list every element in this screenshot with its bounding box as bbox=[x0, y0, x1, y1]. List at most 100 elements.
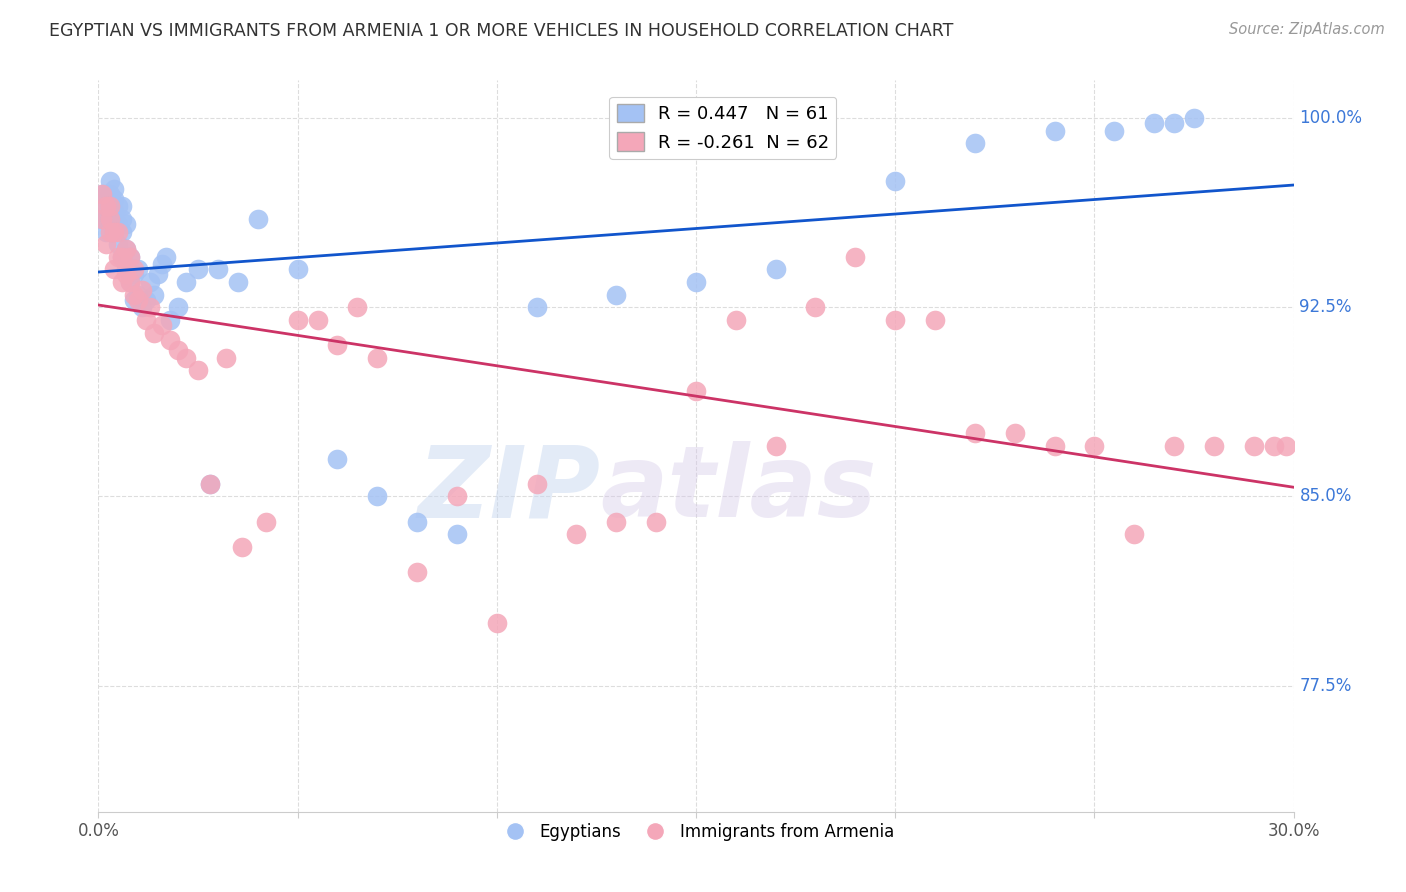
Point bbox=[124, 268, 146, 282]
Point bbox=[127, 293, 149, 307]
Point bbox=[1123, 527, 1146, 541]
Point bbox=[844, 250, 866, 264]
Point bbox=[91, 186, 114, 201]
Text: Source: ZipAtlas.com: Source: ZipAtlas.com bbox=[1229, 22, 1385, 37]
Point bbox=[124, 293, 146, 307]
Point bbox=[131, 283, 153, 297]
Point bbox=[96, 237, 118, 252]
Legend: Egyptians, Immigrants from Armenia: Egyptians, Immigrants from Armenia bbox=[491, 816, 901, 847]
Point bbox=[115, 242, 138, 256]
Point bbox=[226, 275, 249, 289]
Point bbox=[307, 313, 329, 327]
Point bbox=[120, 250, 142, 264]
Point bbox=[107, 217, 129, 231]
Point bbox=[406, 515, 429, 529]
Point bbox=[884, 313, 907, 327]
Point bbox=[159, 313, 181, 327]
Point bbox=[1043, 439, 1066, 453]
Point bbox=[139, 275, 162, 289]
Point bbox=[231, 540, 253, 554]
Point bbox=[526, 476, 548, 491]
Point bbox=[96, 199, 118, 213]
Point bbox=[115, 268, 138, 282]
Point bbox=[91, 212, 114, 227]
Point bbox=[685, 275, 707, 289]
Point bbox=[645, 515, 668, 529]
Point bbox=[107, 237, 129, 252]
Point bbox=[605, 515, 627, 529]
Point bbox=[103, 192, 125, 206]
Point bbox=[174, 351, 197, 365]
Point bbox=[605, 287, 627, 301]
Point bbox=[98, 212, 122, 227]
Point bbox=[884, 174, 907, 188]
Point bbox=[98, 199, 122, 213]
Point bbox=[215, 351, 238, 365]
Point bbox=[98, 199, 122, 213]
Point bbox=[174, 275, 197, 289]
Point bbox=[526, 300, 548, 314]
Point bbox=[1274, 439, 1296, 453]
Point bbox=[1043, 124, 1066, 138]
Point bbox=[115, 242, 138, 256]
Point bbox=[111, 212, 134, 227]
Point bbox=[98, 225, 122, 239]
Point bbox=[765, 262, 787, 277]
Point bbox=[1143, 116, 1166, 130]
Point bbox=[124, 262, 146, 277]
Point bbox=[724, 313, 747, 327]
Point bbox=[963, 426, 986, 441]
Point bbox=[1202, 439, 1225, 453]
Point bbox=[111, 250, 134, 264]
Point bbox=[96, 225, 118, 239]
Text: EGYPTIAN VS IMMIGRANTS FROM ARMENIA 1 OR MORE VEHICLES IN HOUSEHOLD CORRELATION : EGYPTIAN VS IMMIGRANTS FROM ARMENIA 1 OR… bbox=[49, 22, 953, 40]
Point bbox=[111, 225, 134, 239]
Point bbox=[366, 490, 388, 504]
Point bbox=[159, 333, 181, 347]
Text: 77.5%: 77.5% bbox=[1299, 677, 1353, 695]
Point bbox=[198, 476, 221, 491]
Point bbox=[120, 275, 142, 289]
Point bbox=[98, 212, 122, 227]
Point bbox=[107, 199, 129, 213]
Point bbox=[167, 343, 190, 358]
Point bbox=[924, 313, 946, 327]
Point bbox=[96, 199, 118, 213]
Point bbox=[124, 287, 146, 301]
Point bbox=[963, 136, 986, 151]
Point bbox=[326, 451, 349, 466]
Point bbox=[246, 212, 269, 227]
Point bbox=[96, 212, 118, 227]
Point bbox=[685, 384, 707, 398]
Point bbox=[111, 250, 134, 264]
Point bbox=[103, 262, 125, 277]
Point bbox=[107, 225, 129, 239]
Text: ZIP: ZIP bbox=[418, 442, 600, 539]
Point bbox=[103, 182, 125, 196]
Point bbox=[91, 212, 114, 227]
Point bbox=[446, 527, 468, 541]
Point bbox=[127, 262, 149, 277]
Point bbox=[103, 225, 125, 239]
Point bbox=[111, 275, 134, 289]
Point bbox=[120, 250, 142, 264]
Point bbox=[103, 204, 125, 219]
Point bbox=[155, 250, 177, 264]
Text: 85.0%: 85.0% bbox=[1299, 487, 1353, 506]
Point bbox=[207, 262, 229, 277]
Point bbox=[98, 186, 122, 201]
Point bbox=[406, 565, 429, 579]
Point bbox=[1263, 439, 1285, 453]
Text: atlas: atlas bbox=[600, 442, 877, 539]
Point bbox=[103, 217, 125, 231]
Point bbox=[143, 287, 166, 301]
Point bbox=[804, 300, 827, 314]
Point bbox=[326, 338, 349, 352]
Point bbox=[98, 174, 122, 188]
Point bbox=[91, 186, 114, 201]
Point bbox=[148, 268, 170, 282]
Point bbox=[96, 186, 118, 201]
Text: 100.0%: 100.0% bbox=[1299, 109, 1362, 128]
Point bbox=[446, 490, 468, 504]
Point bbox=[1243, 439, 1265, 453]
